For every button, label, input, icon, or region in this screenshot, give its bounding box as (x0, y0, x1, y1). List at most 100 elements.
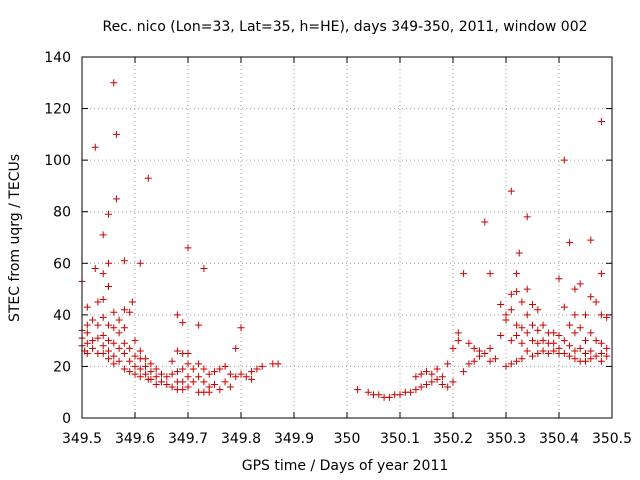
data-point-marker (126, 344, 134, 352)
data-point-marker (94, 298, 102, 306)
x-tick-label: 349.6 (115, 431, 155, 447)
data-point-marker (513, 321, 521, 329)
data-point-marker (126, 357, 134, 365)
data-point-marker (592, 298, 600, 306)
data-point-marker (112, 130, 120, 138)
data-point-marker (523, 329, 531, 337)
data-point-marker (142, 370, 150, 378)
data-point-marker (221, 378, 229, 386)
data-point-marker (587, 329, 595, 337)
data-point-marker (518, 339, 526, 347)
data-point-marker (83, 350, 91, 358)
data-point-marker (221, 362, 229, 370)
data-point-marker (184, 244, 192, 252)
data-point-marker (576, 344, 584, 352)
data-point-marker (136, 365, 144, 373)
x-tick-label: 350.4 (539, 431, 579, 447)
data-point-marker (407, 388, 415, 396)
data-point-marker (566, 342, 574, 350)
data-point-marker (126, 308, 134, 316)
data-point-marker (582, 311, 589, 319)
data-point-marker (597, 357, 605, 365)
data-point-marker (168, 370, 176, 378)
data-point-marker (110, 324, 118, 332)
data-point-marker (128, 298, 136, 306)
data-point-marker (412, 386, 420, 394)
data-point-marker (120, 339, 128, 347)
data-point-marker (560, 337, 568, 345)
data-point-marker (184, 383, 192, 391)
data-point-marker (513, 288, 521, 296)
data-point-marker (438, 373, 446, 381)
data-point-marker (258, 362, 266, 370)
data-point-marker (200, 378, 208, 386)
data-point-marker (476, 352, 483, 360)
data-point-marker (226, 370, 234, 378)
data-point-marker (592, 352, 600, 360)
data-point-marker (91, 143, 99, 151)
data-point-marker (417, 383, 425, 391)
data-point-marker (603, 313, 611, 321)
data-point-marker (105, 347, 112, 355)
x-tick-label: 349.9 (274, 431, 314, 447)
data-point-marker (168, 357, 176, 365)
x-tick-label: 350 (334, 431, 361, 447)
data-point-marker (120, 257, 128, 265)
data-point-marker (168, 383, 176, 391)
data-point-marker (83, 321, 91, 329)
data-point-marker (189, 365, 197, 373)
data-point-marker (142, 362, 150, 370)
data-point-marker (417, 370, 425, 378)
data-point-marker (142, 355, 150, 363)
data-point-marker (200, 365, 208, 373)
data-point-marker (163, 380, 171, 388)
data-point-marker (592, 337, 600, 345)
data-point-marker (529, 321, 536, 329)
data-point-marker (184, 350, 192, 358)
data-point-marker (99, 342, 107, 350)
data-point-marker (460, 368, 468, 376)
data-point-marker (597, 339, 605, 347)
data-point-marker (232, 344, 240, 352)
data-point-marker (470, 357, 478, 365)
data-point-marker (550, 347, 558, 355)
data-point-marker (110, 79, 118, 87)
data-point-marker (550, 329, 558, 337)
data-point-marker (147, 360, 155, 368)
y-tick-label: 0 (62, 411, 71, 427)
data-point-marker (454, 337, 462, 345)
data-point-marker (587, 236, 595, 244)
data-point-marker (529, 301, 536, 309)
data-point-marker (105, 337, 112, 345)
data-point-marker (91, 264, 99, 272)
data-point-marker (566, 321, 574, 329)
data-point-marker (555, 275, 563, 283)
data-point-marker (470, 344, 478, 352)
data-point-marker (513, 357, 521, 365)
data-points (78, 79, 611, 401)
data-point-marker (99, 231, 107, 239)
data-point-marker (433, 365, 441, 373)
x-tick-label: 349.8 (221, 431, 261, 447)
x-tick-label: 350.3 (486, 431, 526, 447)
data-point-marker (412, 373, 420, 381)
data-point-marker (248, 375, 256, 383)
data-point-marker (237, 324, 245, 332)
data-point-marker (152, 373, 160, 381)
data-point-marker (179, 319, 187, 327)
data-point-marker (147, 368, 155, 376)
data-point-marker (523, 285, 531, 293)
data-point-marker (571, 355, 579, 363)
data-point-marker (105, 282, 112, 290)
data-point-marker (507, 306, 515, 314)
data-point-marker (449, 344, 457, 352)
data-point-marker (481, 350, 489, 358)
data-point-marker (136, 347, 144, 355)
data-point-marker (120, 324, 128, 332)
data-point-marker (566, 352, 574, 360)
data-point-marker (126, 368, 134, 376)
x-axis-label: GPS time / Days of year 2011 (242, 458, 449, 474)
data-point-marker (211, 380, 218, 388)
data-point-marker (502, 362, 510, 370)
